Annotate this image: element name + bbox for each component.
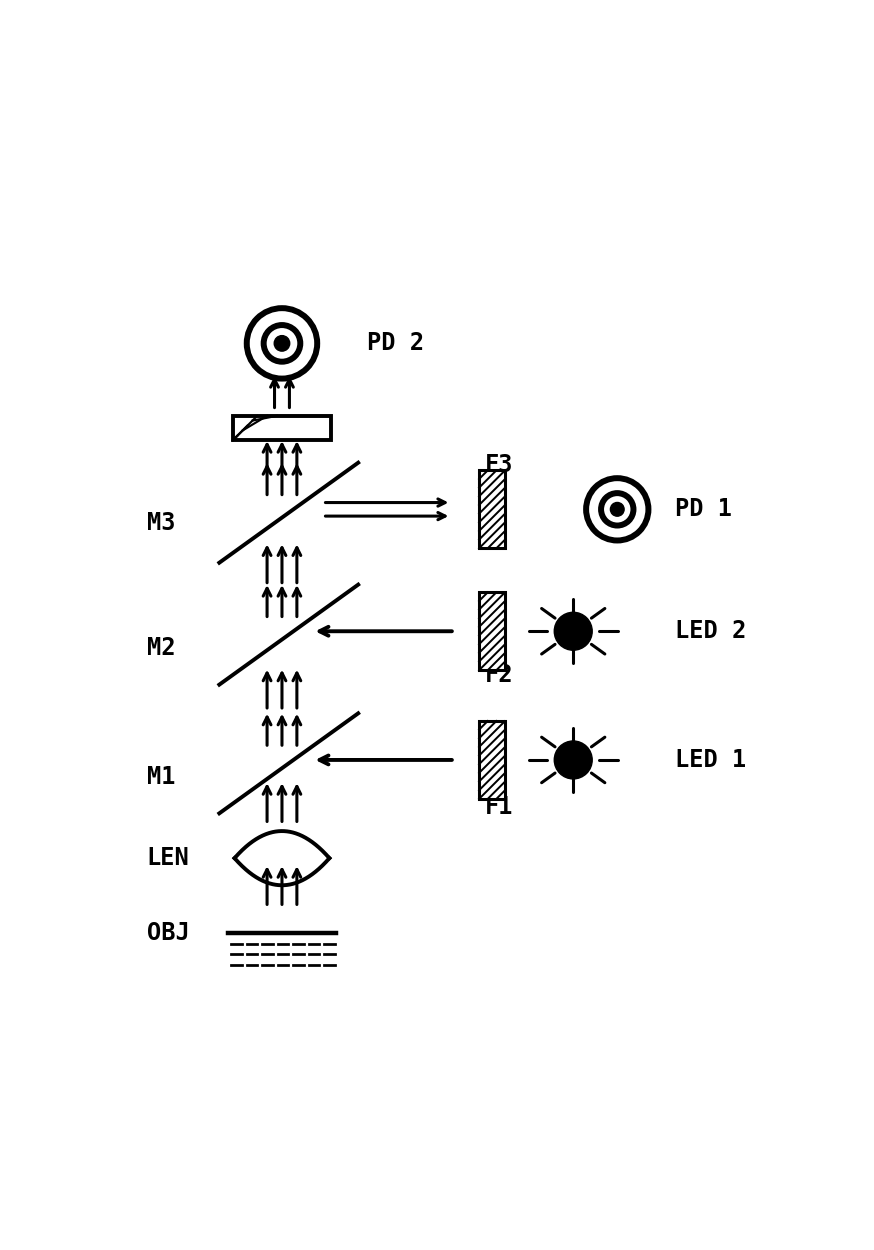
Text: F3: F3 [485, 454, 514, 478]
Text: M1: M1 [147, 765, 175, 789]
Text: LEN: LEN [147, 846, 190, 870]
Text: M2: M2 [147, 636, 175, 660]
Text: PD 1: PD 1 [675, 498, 732, 521]
Text: LED 2: LED 2 [675, 619, 746, 644]
Text: F1: F1 [485, 795, 514, 819]
Circle shape [274, 336, 289, 351]
Text: PD 2: PD 2 [367, 331, 424, 355]
Circle shape [554, 612, 593, 650]
Text: F2: F2 [485, 664, 514, 688]
Bar [479, 470, 505, 549]
Text: LED 1: LED 1 [675, 748, 746, 772]
Text: M3: M3 [147, 511, 175, 535]
Circle shape [610, 503, 624, 516]
Bar [232, 416, 331, 440]
Bar [479, 592, 505, 670]
Text: OBJ: OBJ [147, 921, 190, 945]
Bar [479, 721, 505, 799]
Circle shape [554, 741, 593, 779]
